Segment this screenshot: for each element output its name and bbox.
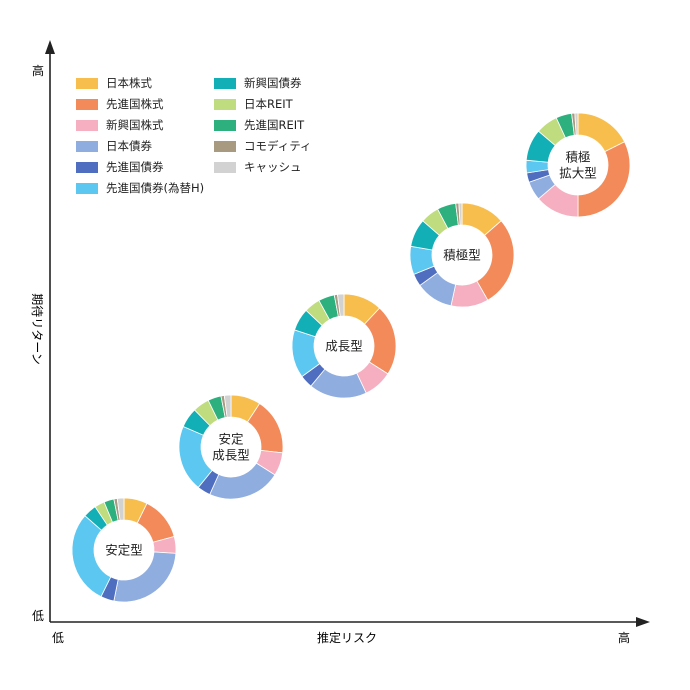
legend-item-commodity: コモディティ xyxy=(214,139,312,153)
legend-swatch xyxy=(76,119,98,131)
donut-slice-cash xyxy=(223,394,232,418)
donut-slice-jp_bond xyxy=(209,462,276,500)
portfolio-label: 成長型 xyxy=(212,448,250,463)
legend-swatch xyxy=(76,140,98,152)
legend-label: 日本株式 xyxy=(106,76,152,90)
donut-slice-jp_bond xyxy=(113,551,177,603)
legend-label: 日本債券 xyxy=(106,139,152,153)
legend-label: 新興国株式 xyxy=(106,118,164,132)
legend-swatch xyxy=(76,98,98,110)
legend-item-jp_bond: 日本債券 xyxy=(76,139,152,153)
legend-label: 新興国債券 xyxy=(244,76,302,90)
y-axis-low-label: 低 xyxy=(32,609,44,623)
x-axis-arrow xyxy=(636,617,650,627)
portfolio-label: 成長型 xyxy=(325,339,363,354)
legend-label: 先進国債券 xyxy=(106,160,164,174)
legend-item-dev_equity: 先進国株式 xyxy=(76,97,164,111)
legend-item-jp_equity: 日本株式 xyxy=(76,76,152,90)
legend-label: 日本REIT xyxy=(244,97,293,111)
legend-item-em_equity: 新興国株式 xyxy=(76,118,164,132)
donut-slice-cash xyxy=(574,112,579,136)
legend-label: 先進国債券(為替H) xyxy=(106,181,205,195)
donut-slice-cash xyxy=(337,293,345,317)
legend-label: キャッシュ xyxy=(244,160,302,174)
legend-item-dev_bond: 先進国債券 xyxy=(76,160,164,174)
portfolio-donut-1: 安定型 xyxy=(71,497,177,603)
y-axis-title: 期待リターン xyxy=(30,293,44,364)
portfolio-label: 積極 xyxy=(565,150,590,165)
portfolio-donut-4: 積極型 xyxy=(409,202,515,308)
donut-slice-cash xyxy=(116,497,125,521)
legend-swatch xyxy=(214,77,236,89)
legend-item-dev_bond_h: 先進国債券(為替H) xyxy=(76,181,204,195)
legend-item-jp_reit: 日本REIT xyxy=(214,97,293,111)
legend-label: 先進国株式 xyxy=(106,97,164,111)
portfolio-donut-3: 成長型 xyxy=(291,293,397,399)
portfolio-label: 積極型 xyxy=(443,248,481,263)
legend-item-dev_reit: 先進国REIT xyxy=(214,118,304,132)
legend-swatch xyxy=(76,182,98,194)
legend-swatch xyxy=(214,161,236,173)
legend-label: コモディティ xyxy=(244,139,312,153)
legend-swatch xyxy=(76,161,98,173)
portfolio-label: 安定 xyxy=(218,432,243,447)
legend-swatch xyxy=(214,98,236,110)
y-axis-high-label: 高 xyxy=(32,63,44,78)
donut-slice-cash xyxy=(458,202,463,226)
y-axis-arrow xyxy=(45,40,55,54)
legend-swatch xyxy=(76,77,98,89)
legend-item-em_bond: 新興国債券 xyxy=(214,76,302,90)
x-axis-high-label: 高 xyxy=(618,630,630,645)
legend-swatch xyxy=(214,119,236,131)
legend-swatch xyxy=(214,140,236,152)
x-axis-title: 推定リスク xyxy=(317,630,377,645)
legend-label: 先進国REIT xyxy=(244,118,305,132)
legend-item-cash: キャッシュ xyxy=(214,160,302,174)
portfolio-label: 拡大型 xyxy=(559,166,597,181)
x-axis-low-label: 低 xyxy=(52,631,64,645)
portfolio-label: 安定型 xyxy=(105,543,143,558)
